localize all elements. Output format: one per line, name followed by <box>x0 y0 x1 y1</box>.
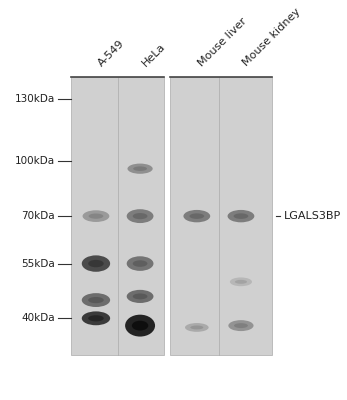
Ellipse shape <box>230 278 252 286</box>
Bar <box>71 78 164 355</box>
Text: 130kDa: 130kDa <box>15 94 55 104</box>
Ellipse shape <box>184 210 210 222</box>
Ellipse shape <box>88 297 104 303</box>
Ellipse shape <box>127 290 153 303</box>
Ellipse shape <box>82 293 110 307</box>
Ellipse shape <box>82 255 110 272</box>
Ellipse shape <box>83 210 109 222</box>
Ellipse shape <box>185 323 209 332</box>
Ellipse shape <box>88 214 103 219</box>
Ellipse shape <box>88 315 104 322</box>
Bar <box>170 78 272 355</box>
Ellipse shape <box>133 260 147 267</box>
Text: 100kDa: 100kDa <box>15 156 55 166</box>
Ellipse shape <box>88 260 104 267</box>
Ellipse shape <box>133 213 147 219</box>
Text: Mouse kidney: Mouse kidney <box>241 7 303 68</box>
Ellipse shape <box>127 256 153 271</box>
Ellipse shape <box>133 294 147 299</box>
Ellipse shape <box>234 323 248 328</box>
Ellipse shape <box>234 213 248 219</box>
Text: Mouse liver: Mouse liver <box>197 16 249 68</box>
Ellipse shape <box>190 326 203 330</box>
Ellipse shape <box>132 321 148 330</box>
Ellipse shape <box>228 210 254 222</box>
Text: LGALS3BP: LGALS3BP <box>283 211 341 221</box>
Ellipse shape <box>127 209 153 223</box>
Ellipse shape <box>125 315 155 336</box>
Ellipse shape <box>133 166 147 171</box>
Text: 70kDa: 70kDa <box>22 211 55 221</box>
Text: A-549: A-549 <box>96 38 126 68</box>
Ellipse shape <box>82 311 110 325</box>
Text: 55kDa: 55kDa <box>21 258 55 268</box>
Ellipse shape <box>127 164 153 174</box>
Text: HeLa: HeLa <box>140 41 167 68</box>
Text: 40kDa: 40kDa <box>22 313 55 323</box>
Ellipse shape <box>228 320 254 331</box>
Ellipse shape <box>235 280 247 284</box>
Ellipse shape <box>189 213 204 219</box>
